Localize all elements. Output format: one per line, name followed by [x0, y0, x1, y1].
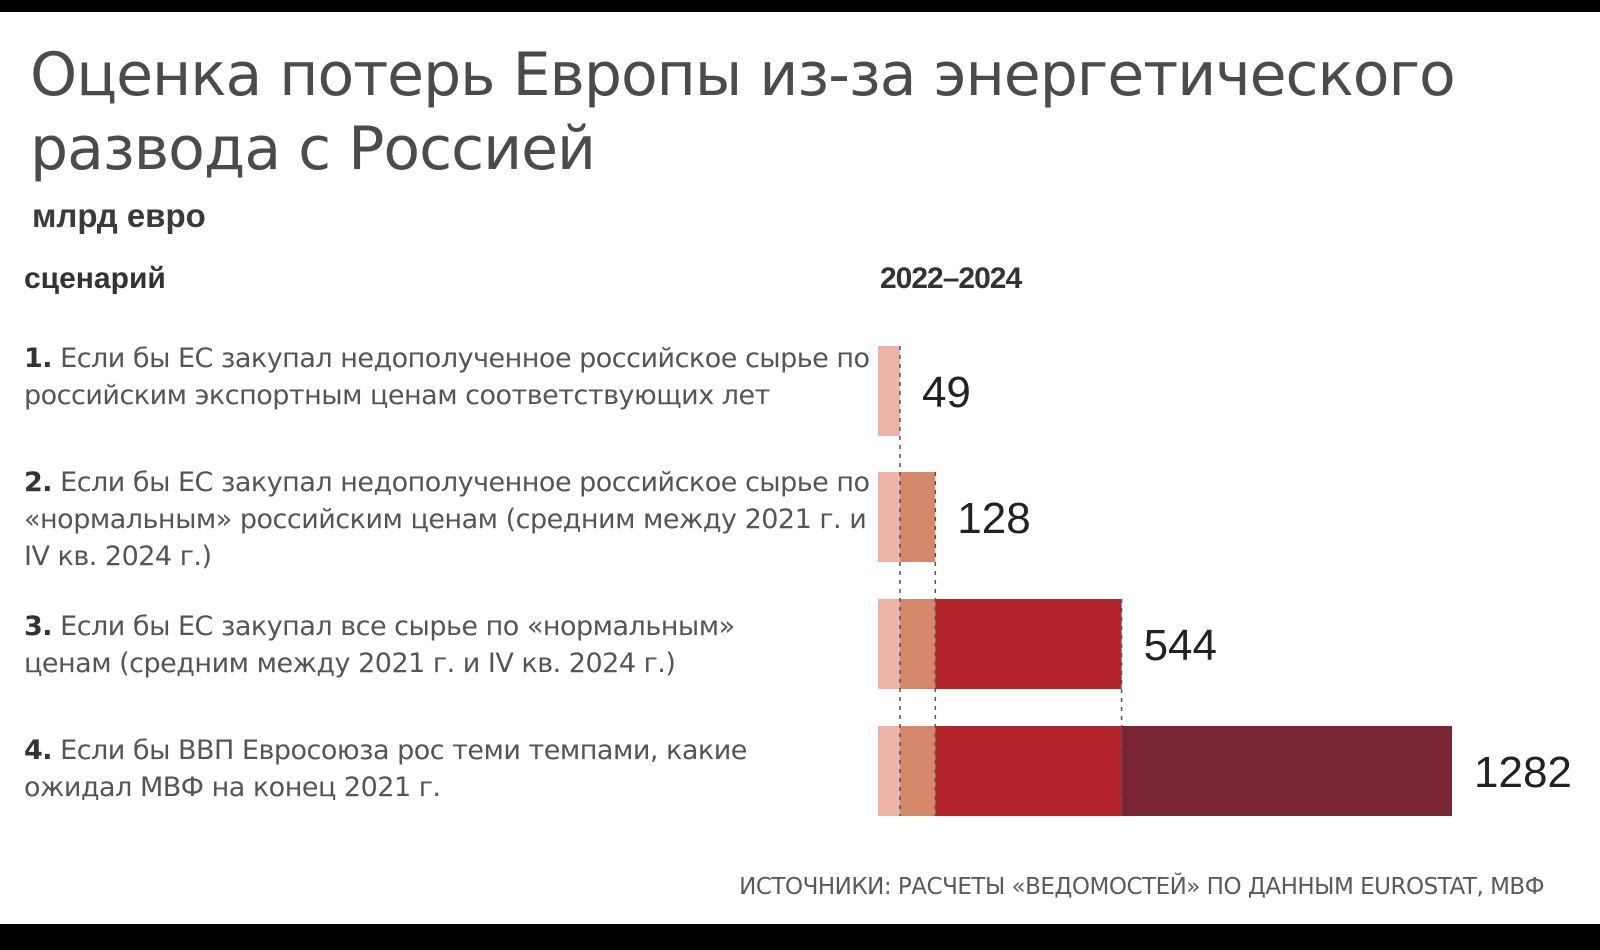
bar-2-segment-2: [899, 472, 936, 562]
bar-1-segment-1: [878, 346, 900, 436]
scenario-2-number: 2.: [24, 467, 53, 498]
chart-title: Оценка потерь Европы из-за энергетическо…: [30, 40, 1456, 184]
bar-2-segment-1: [878, 472, 900, 562]
bar-3-segment-2: [899, 599, 936, 689]
data-label-4: 1282: [1474, 748, 1572, 797]
bar-4-segment-3: [935, 726, 1122, 816]
data-label-2: 128: [957, 494, 1030, 543]
bar-4-segment-4: [1121, 726, 1452, 816]
scenario-3-text: Если бы ЕС закупал все сырье по «нормаль…: [24, 611, 735, 679]
data-label-1: 49: [922, 368, 971, 417]
scenario-4: 4. Если бы ВВП Евросоюза рос теми темпам…: [24, 732, 754, 806]
bar-chart: 49 128 544 1282: [878, 346, 1572, 816]
data-label-3: 544: [1144, 621, 1217, 670]
scenario-4-text: Если бы ВВП Евросоюза рос теми темпами, …: [24, 735, 747, 803]
scenario-1-text: Если бы ЕС закупал недополученное россий…: [24, 343, 870, 411]
scenario-3-number: 3.: [24, 611, 53, 642]
bar-3-segment-3: [935, 599, 1122, 689]
bar-4-segment-2: [899, 726, 936, 816]
period-column-header: 2022–2024: [880, 262, 1022, 295]
scenario-column-header: сценарий: [24, 262, 166, 295]
source-note: ИСТОЧНИКИ: РАСЧЕТЫ «ВЕДОМОСТЕЙ» ПО ДАННЫ…: [739, 874, 1544, 900]
scenario-3: 3. Если бы ЕС закупал все сырье по «норм…: [24, 608, 824, 682]
units-label: млрд евро: [32, 197, 206, 234]
bar-3-segment-1: [878, 599, 900, 689]
chart-canvas: Оценка потерь Европы из-за энергетическо…: [0, 12, 1600, 924]
scenario-1: 1. Если бы ЕС закупал недополученное рос…: [24, 340, 874, 414]
scenario-1-number: 1.: [24, 343, 53, 374]
scenario-2: 2. Если бы ЕС закупал недополученное рос…: [24, 464, 874, 575]
scenario-4-number: 4.: [24, 735, 53, 766]
scenario-2-text: Если бы ЕС закупал недополученное россий…: [24, 467, 870, 572]
bar-4-segment-1: [878, 726, 900, 816]
